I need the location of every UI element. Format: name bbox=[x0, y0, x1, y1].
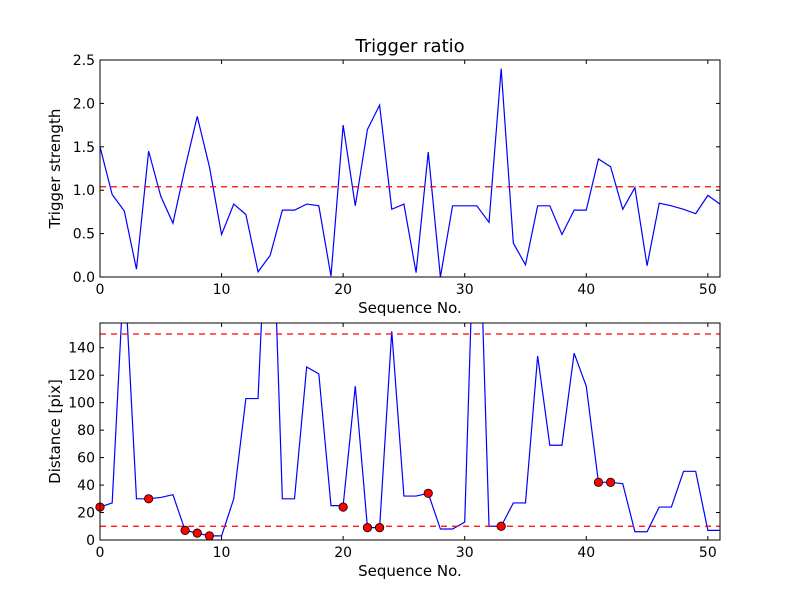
x-tick-label: 50 bbox=[699, 545, 717, 561]
x-axis-label: Sequence No. bbox=[358, 299, 462, 317]
plot-frame bbox=[99, 322, 721, 541]
data-point-marker bbox=[362, 523, 373, 533]
y-axis-label: Distance [pix] bbox=[46, 379, 64, 484]
x-axis-label: Sequence No. bbox=[358, 562, 462, 580]
x-tick-label: 10 bbox=[213, 282, 231, 298]
x-tick-label: 20 bbox=[334, 282, 352, 298]
y-tick-label: 0 bbox=[86, 533, 95, 549]
x-tick-label: 20 bbox=[334, 545, 352, 561]
x-tick-label: 0 bbox=[96, 282, 105, 298]
x-tick-label: 30 bbox=[456, 545, 474, 561]
y-tick-label: 2.0 bbox=[73, 96, 95, 112]
data-point-marker bbox=[338, 502, 348, 512]
y-tick-label: 1.5 bbox=[73, 140, 95, 156]
series-line bbox=[100, 323, 720, 537]
x-tick-label: 10 bbox=[213, 545, 231, 561]
chart-title: Trigger ratio bbox=[354, 36, 464, 57]
x-tick-label: 40 bbox=[577, 545, 595, 561]
y-tick-label: 1.0 bbox=[73, 183, 95, 199]
data-point-marker bbox=[496, 521, 506, 531]
chart-panel-2: 0 10 20 30 40 50 0 20 40 60 80 100 120 140 Sequence No… bbox=[46, 322, 721, 580]
y-tick-label: 0.5 bbox=[73, 227, 95, 243]
y-tick-label: 0.0 bbox=[73, 270, 95, 286]
data-point-marker bbox=[192, 528, 202, 538]
y-tick-label: 60 bbox=[77, 451, 95, 467]
data-point-marker bbox=[423, 488, 433, 498]
data-point-marker bbox=[375, 523, 385, 533]
x-tick-label: 0 bbox=[96, 545, 105, 561]
data-point-marker bbox=[180, 525, 190, 535]
chart-panel-1: 0 10 20 30 40 50 0.0 0.5 1.0 1.5 2.0 2.5 Sequence No… bbox=[46, 36, 721, 317]
x-tick-label: 50 bbox=[699, 282, 717, 298]
y-axis-label: Trigger strength bbox=[46, 109, 64, 230]
x-tick-label: 40 bbox=[577, 282, 595, 298]
y-tick-label: 140 bbox=[68, 341, 95, 357]
y-tick-label: 20 bbox=[77, 506, 95, 522]
y-tick-label: 2.5 bbox=[73, 53, 95, 69]
data-point-marker bbox=[204, 531, 215, 541]
x-tick-label: 30 bbox=[456, 282, 474, 298]
data-point-marker bbox=[593, 477, 604, 487]
plot-frame bbox=[99, 59, 721, 278]
y-tick-label: 80 bbox=[77, 423, 95, 439]
y-tick-label: 100 bbox=[68, 396, 95, 412]
data-point-marker bbox=[605, 477, 616, 487]
y-tick-label: 40 bbox=[77, 478, 95, 494]
series-line bbox=[100, 68, 720, 277]
y-tick-label: 120 bbox=[68, 368, 95, 384]
data-point-marker bbox=[144, 494, 154, 504]
